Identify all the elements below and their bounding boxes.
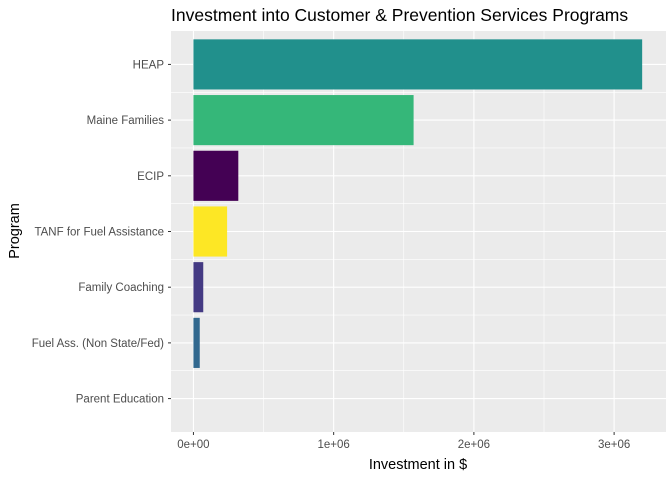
bar <box>193 39 643 90</box>
bar <box>193 150 239 201</box>
x-tick-label: 0e+00 <box>177 439 209 451</box>
x-tick-label: 3e+06 <box>598 439 630 451</box>
y-tick-label: TANF for Fuel Assistance <box>34 227 164 239</box>
x-axis-title: Investment in $ <box>369 457 467 473</box>
bar <box>193 317 200 368</box>
y-axis-title: Program <box>7 203 23 259</box>
bar <box>193 206 228 257</box>
y-tick-label: HEAP <box>133 59 165 71</box>
y-tick-label: Parent Education <box>76 394 164 406</box>
y-tick-label: ECIP <box>137 171 164 183</box>
bars <box>193 39 643 368</box>
y-tick-label: Maine Families <box>87 115 165 127</box>
bar <box>193 95 414 146</box>
y-axis: HEAP Maine Families ECIP TANF for Fuel Assi… <box>32 59 171 406</box>
bar <box>193 262 204 313</box>
chart-title: Investment into Customer & Prevention Se… <box>171 5 628 25</box>
y-tick-label: Family Coaching <box>78 282 164 294</box>
x-tick-label: 1e+06 <box>318 439 350 451</box>
x-tick-label: 2e+06 <box>458 439 490 451</box>
y-tick-label: Fuel Ass. (Non State/Fed) <box>32 338 164 350</box>
x-axis: 0e+00 1e+06 2e+06 3e+06 <box>177 432 630 451</box>
